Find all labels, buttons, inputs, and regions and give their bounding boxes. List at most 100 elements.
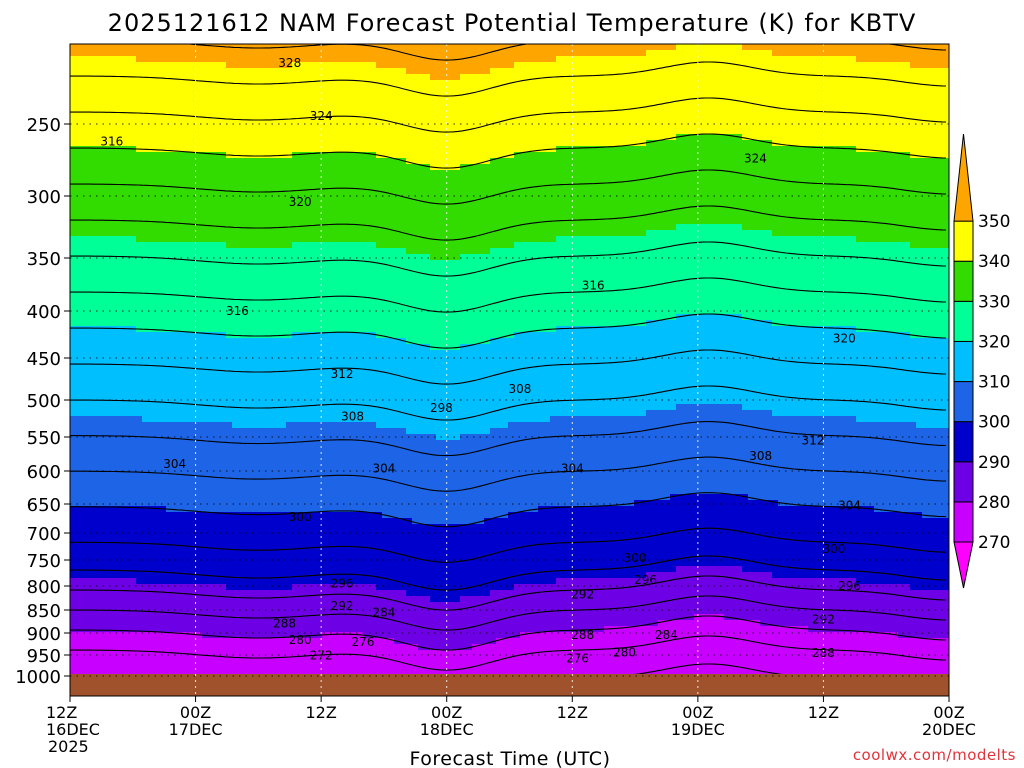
theta-band-cell — [838, 44, 845, 57]
theta-band-cell — [100, 632, 107, 696]
theta-band-cell — [502, 590, 509, 639]
theta-band-cell — [634, 578, 641, 627]
theta-band-cell — [850, 506, 857, 579]
theta-band-cell — [256, 158, 263, 249]
theta-band-cell — [670, 572, 677, 621]
theta-band-cell — [442, 350, 449, 441]
theta-band-cell — [562, 632, 569, 696]
theta-band-cell — [628, 578, 635, 627]
theta-band-cell — [502, 68, 509, 159]
theta-band-cell — [448, 260, 455, 351]
theta-band-cell — [364, 62, 371, 153]
theta-band-cell — [118, 632, 125, 696]
theta-band-cell — [910, 338, 917, 423]
theta-band-cell — [538, 506, 545, 585]
theta-band-cell — [742, 50, 749, 141]
theta-band-cell — [922, 518, 929, 591]
theta-band-cell — [850, 416, 857, 507]
theta-band-cell — [238, 158, 245, 249]
theta-band-cell — [718, 614, 725, 681]
theta-band-cell — [862, 152, 869, 243]
theta-band-cell — [442, 260, 449, 351]
theta-band-cell — [268, 158, 275, 249]
theta-band-cell — [148, 422, 155, 507]
theta-band-cell — [436, 440, 443, 525]
theta-band-cell — [934, 428, 941, 519]
theta-band-cell — [118, 326, 125, 417]
theta-band-cell — [526, 632, 533, 696]
theta-band-cell — [514, 638, 521, 696]
theta-band-cell — [700, 494, 707, 567]
theta-band-cell — [136, 62, 143, 153]
theta-band-cell — [886, 584, 893, 633]
theta-band-cell — [436, 170, 443, 261]
theta-band-cell — [208, 332, 215, 423]
theta-band-cell — [178, 332, 185, 423]
theta-band-cell — [196, 584, 203, 633]
theta-band-cell — [364, 242, 371, 333]
theta-band-cell — [484, 344, 491, 435]
theta-band-cell — [100, 326, 107, 417]
theta-band-cell — [514, 584, 521, 639]
theta-band-cell — [292, 584, 299, 639]
theta-band-cell — [532, 584, 539, 633]
theta-band-cell — [166, 584, 173, 633]
theta-band-cell — [712, 614, 719, 681]
theta-band-cell — [454, 650, 461, 696]
theta-band-cell — [892, 242, 899, 333]
theta-band-cell — [310, 44, 317, 63]
theta-band-cell — [814, 632, 821, 696]
contour-line — [189, 44, 947, 61]
theta-band-cell — [904, 422, 911, 513]
theta-band-cell — [76, 146, 83, 237]
theta-band-cell — [730, 404, 737, 495]
theta-band-cell — [916, 248, 923, 339]
theta-band-cell — [850, 44, 857, 57]
theta-band-cell — [670, 50, 677, 141]
theta-band-cell — [406, 164, 413, 255]
theta-band-cell — [688, 44, 695, 135]
theta-band-cell — [742, 140, 749, 231]
theta-band-cell — [604, 56, 611, 147]
theta-band-cell — [802, 146, 809, 237]
theta-band-cell — [628, 506, 635, 579]
contour-line — [70, 205, 947, 241]
theta-band-cell — [256, 68, 263, 159]
theta-band-cell — [532, 62, 539, 153]
theta-band-cell — [460, 254, 467, 345]
theta-band-cell — [838, 578, 845, 633]
theta-band-cell — [430, 434, 437, 525]
theta-band-cell — [550, 416, 557, 507]
theta-band-cell — [640, 44, 647, 57]
theta-band-cell — [292, 422, 299, 513]
theta-band-cell — [154, 62, 161, 153]
theta-band-cell — [100, 44, 107, 57]
theta-band-cell — [634, 236, 641, 327]
theta-band-cell — [622, 326, 629, 417]
theta-band-cell — [400, 44, 407, 69]
contour-label: 312 — [331, 367, 354, 381]
theta-band-cell — [190, 44, 197, 63]
theta-band-cell — [310, 332, 317, 423]
theta-band-cell — [112, 56, 119, 147]
theta-band-cell — [514, 242, 521, 333]
theta-band-cell — [928, 518, 935, 591]
theta-band-cell — [778, 506, 785, 579]
theta-band-cell — [400, 248, 407, 339]
theta-band-cell — [622, 416, 629, 507]
theta-band-cell — [412, 644, 419, 696]
theta-band-cell — [796, 326, 803, 417]
theta-band-cell — [76, 416, 83, 507]
theta-band-cell — [808, 236, 815, 327]
theta-band-cell — [394, 68, 401, 159]
theta-band-cell — [184, 632, 191, 696]
theta-band-cell — [796, 236, 803, 327]
theta-band-cell — [340, 44, 347, 63]
theta-band-cell — [844, 146, 851, 237]
x-tick-label: 17DEC — [169, 720, 223, 739]
theta-band-cell — [448, 650, 455, 696]
theta-band-cell — [328, 422, 335, 513]
theta-band-cell — [334, 152, 341, 243]
colorbar-segment — [953, 421, 974, 463]
theta-band-cell — [892, 62, 899, 153]
